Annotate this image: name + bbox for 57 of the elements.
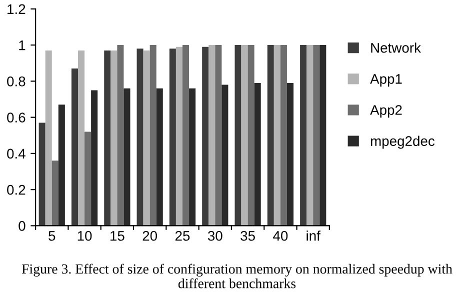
bar — [274, 45, 280, 226]
x-tick-label: 35 — [240, 230, 255, 241]
x-tick-label: 20 — [142, 230, 158, 241]
bar — [189, 88, 196, 226]
bar — [241, 45, 248, 226]
bar — [300, 45, 307, 226]
legend-label: mpeg2dec — [370, 136, 435, 149]
bar — [104, 50, 111, 226]
y-tick-label: 0.2 — [7, 184, 26, 195]
bar — [71, 68, 78, 226]
bar — [136, 48, 144, 226]
bar — [176, 46, 182, 226]
x-tick-label: 30 — [208, 230, 222, 241]
y-tick-label: 0.6 — [7, 112, 26, 122]
bar — [91, 90, 98, 226]
bar — [280, 45, 287, 226]
caption: Figure 3. Effect of size of configuration memory on normalized speedup with different benchmarks — [22, 264, 452, 288]
bar — [202, 46, 209, 226]
x-tick-label: 15 — [110, 231, 124, 241]
bar — [208, 45, 216, 226]
bar — [124, 88, 130, 226]
x-tick-label: 40 — [273, 230, 288, 241]
y-tick-label: 1 — [19, 40, 26, 50]
x-tick-label: 25 — [175, 230, 190, 241]
bar — [306, 45, 314, 226]
bar — [38, 122, 46, 226]
bar — [169, 48, 176, 226]
y-tick-label: 0 — [18, 221, 26, 231]
bar — [222, 84, 228, 226]
legend-label: App2 — [370, 105, 402, 118]
bar — [234, 45, 242, 226]
x-tick-label: inf — [306, 230, 320, 241]
x-tick-label: 10 — [78, 230, 92, 241]
bar — [320, 45, 326, 226]
y-tick-label: 1.2 — [8, 4, 26, 14]
bar — [117, 45, 124, 226]
legend-label: App1 — [370, 74, 402, 87]
bar — [58, 104, 65, 226]
bar — [45, 50, 52, 226]
bar — [143, 50, 150, 226]
bar — [110, 50, 118, 226]
bar — [156, 88, 163, 226]
bar — [267, 45, 274, 226]
bar — [313, 45, 320, 226]
y-tick-label: 0.8 — [7, 76, 26, 86]
bar — [78, 50, 85, 226]
bar — [150, 45, 156, 226]
y-tick-label: 0.4 — [7, 148, 26, 159]
bar — [286, 82, 294, 226]
bar — [84, 132, 92, 226]
bar — [248, 45, 254, 226]
x-tick-label: 5 — [48, 231, 56, 241]
legend-label: Network — [371, 42, 421, 53]
bar — [52, 160, 58, 226]
bar — [182, 45, 190, 226]
bar — [215, 45, 222, 226]
bar — [254, 82, 261, 226]
